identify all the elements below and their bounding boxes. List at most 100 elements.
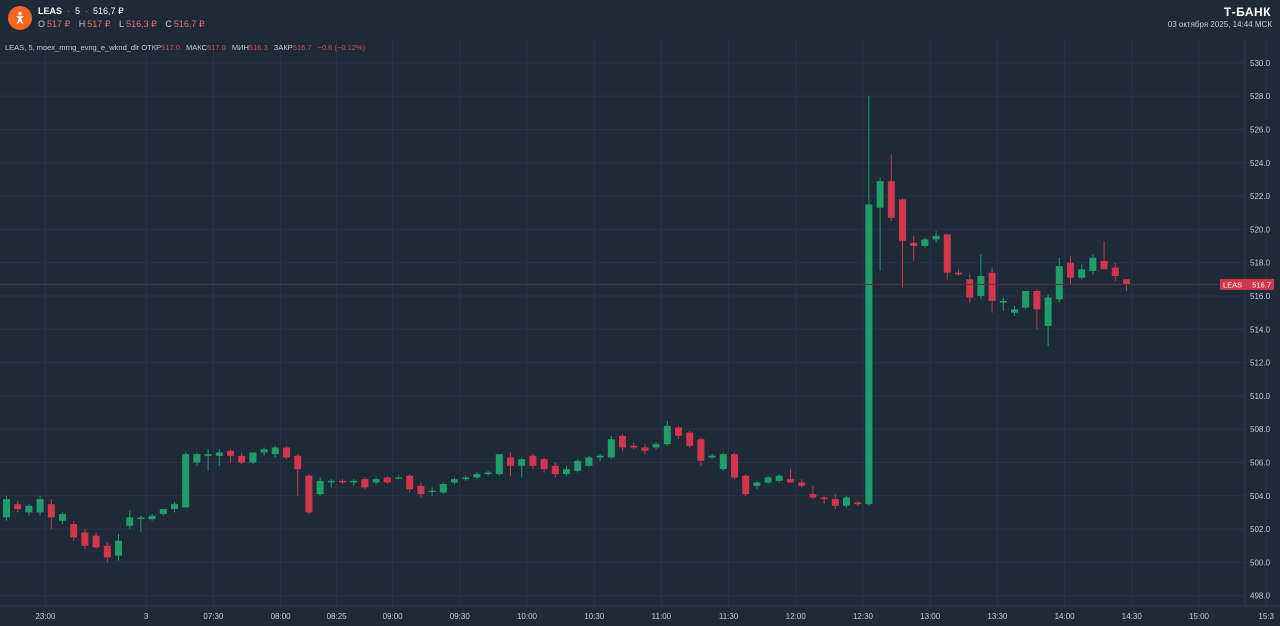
- candle[interactable]: [1089, 254, 1097, 275]
- candle[interactable]: [36, 495, 44, 516]
- candle[interactable]: [1123, 279, 1130, 291]
- candle[interactable]: [350, 479, 358, 486]
- candle[interactable]: [876, 177, 884, 271]
- candle[interactable]: [451, 477, 458, 485]
- candle[interactable]: [831, 494, 839, 510]
- candle[interactable]: [619, 434, 626, 451]
- candle[interactable]: [1044, 294, 1052, 346]
- candle[interactable]: [910, 236, 918, 262]
- candle[interactable]: [182, 452, 190, 508]
- candle[interactable]: [518, 457, 526, 478]
- candle[interactable]: [249, 452, 257, 465]
- candle[interactable]: [955, 269, 962, 276]
- candle[interactable]: [126, 510, 134, 530]
- candle[interactable]: [372, 477, 380, 485]
- candle[interactable]: [507, 452, 514, 476]
- brand-logo[interactable]: [8, 6, 32, 30]
- candle[interactable]: [630, 442, 638, 450]
- candle[interactable]: [25, 504, 33, 516]
- candle[interactable]: [652, 442, 660, 450]
- candle[interactable]: [932, 231, 940, 243]
- candle[interactable]: [92, 532, 100, 550]
- candle[interactable]: [428, 487, 436, 496]
- candle[interactable]: [686, 430, 694, 448]
- candle[interactable]: [305, 474, 313, 515]
- candle[interactable]: [271, 445, 279, 458]
- candle[interactable]: [14, 500, 22, 513]
- candle[interactable]: [115, 534, 122, 561]
- candle[interactable]: [731, 452, 738, 480]
- candle[interactable]: [1055, 257, 1063, 303]
- candle[interactable]: [675, 425, 682, 440]
- candle[interactable]: [294, 454, 302, 496]
- candle[interactable]: [977, 254, 985, 300]
- candle[interactable]: [3, 495, 10, 521]
- candle[interactable]: [383, 475, 391, 485]
- candle[interactable]: [339, 479, 346, 485]
- candle[interactable]: [596, 454, 604, 461]
- candle[interactable]: [921, 237, 929, 248]
- candle[interactable]: [585, 455, 593, 468]
- candle[interactable]: [607, 435, 615, 460]
- candle[interactable]: [171, 502, 178, 513]
- candle[interactable]: [764, 475, 772, 485]
- candle[interactable]: [439, 482, 447, 495]
- candle[interactable]: [1078, 264, 1086, 280]
- candle[interactable]: [327, 479, 335, 488]
- candle[interactable]: [473, 472, 481, 480]
- candle[interactable]: [742, 474, 750, 496]
- candle[interactable]: [417, 482, 425, 498]
- candle[interactable]: [215, 449, 223, 466]
- candle[interactable]: [1022, 290, 1030, 310]
- candle[interactable]: [260, 447, 268, 456]
- candle[interactable]: [787, 469, 794, 483]
- candle[interactable]: [820, 495, 828, 505]
- candle[interactable]: [227, 449, 234, 463]
- candle[interactable]: [843, 495, 850, 508]
- candle[interactable]: [798, 479, 806, 488]
- candle[interactable]: [70, 520, 78, 541]
- candle[interactable]: [708, 454, 716, 460]
- candle[interactable]: [148, 514, 156, 521]
- candle[interactable]: [1100, 241, 1108, 270]
- candle[interactable]: [753, 480, 761, 490]
- candle[interactable]: [899, 197, 906, 288]
- candle[interactable]: [103, 542, 111, 563]
- candle[interactable]: [943, 234, 951, 280]
- candle[interactable]: [193, 452, 201, 466]
- candle[interactable]: [563, 465, 570, 476]
- candle[interactable]: [809, 485, 817, 500]
- candle[interactable]: [1033, 289, 1041, 330]
- candle[interactable]: [159, 509, 167, 516]
- candle[interactable]: [316, 477, 324, 496]
- candle[interactable]: [137, 515, 145, 533]
- candle[interactable]: [1111, 262, 1119, 281]
- candle[interactable]: [406, 474, 414, 493]
- candle[interactable]: [641, 444, 649, 455]
- candle[interactable]: [865, 96, 873, 506]
- candle[interactable]: [283, 445, 290, 460]
- candle[interactable]: [775, 474, 783, 483]
- candle[interactable]: [238, 452, 246, 465]
- candle[interactable]: [395, 475, 402, 480]
- candle[interactable]: [529, 454, 537, 470]
- candle[interactable]: [999, 297, 1007, 311]
- candle[interactable]: [988, 267, 996, 313]
- candle[interactable]: [854, 500, 862, 506]
- candle[interactable]: [47, 499, 55, 530]
- candle[interactable]: [663, 420, 671, 446]
- candle[interactable]: [540, 457, 548, 473]
- x-axis[interactable]: 23:00 3 07:30 08:00 08:25 09:00 09:30 10:00 10:3…: [0, 605, 1280, 621]
- candle[interactable]: [887, 154, 895, 222]
- candle[interactable]: [204, 449, 212, 471]
- y-axis[interactable]: 498.0 500.0 502.0 504.0 506.0 508.0 510.0 512.0…: [1244, 40, 1271, 606]
- candle[interactable]: [719, 452, 727, 471]
- candles-layer[interactable]: [3, 96, 1130, 563]
- candle[interactable]: [574, 459, 582, 473]
- candle[interactable]: [81, 529, 89, 550]
- candle[interactable]: [495, 454, 503, 476]
- candle[interactable]: [484, 470, 492, 476]
- candle[interactable]: [697, 437, 705, 466]
- candle[interactable]: [1011, 305, 1018, 316]
